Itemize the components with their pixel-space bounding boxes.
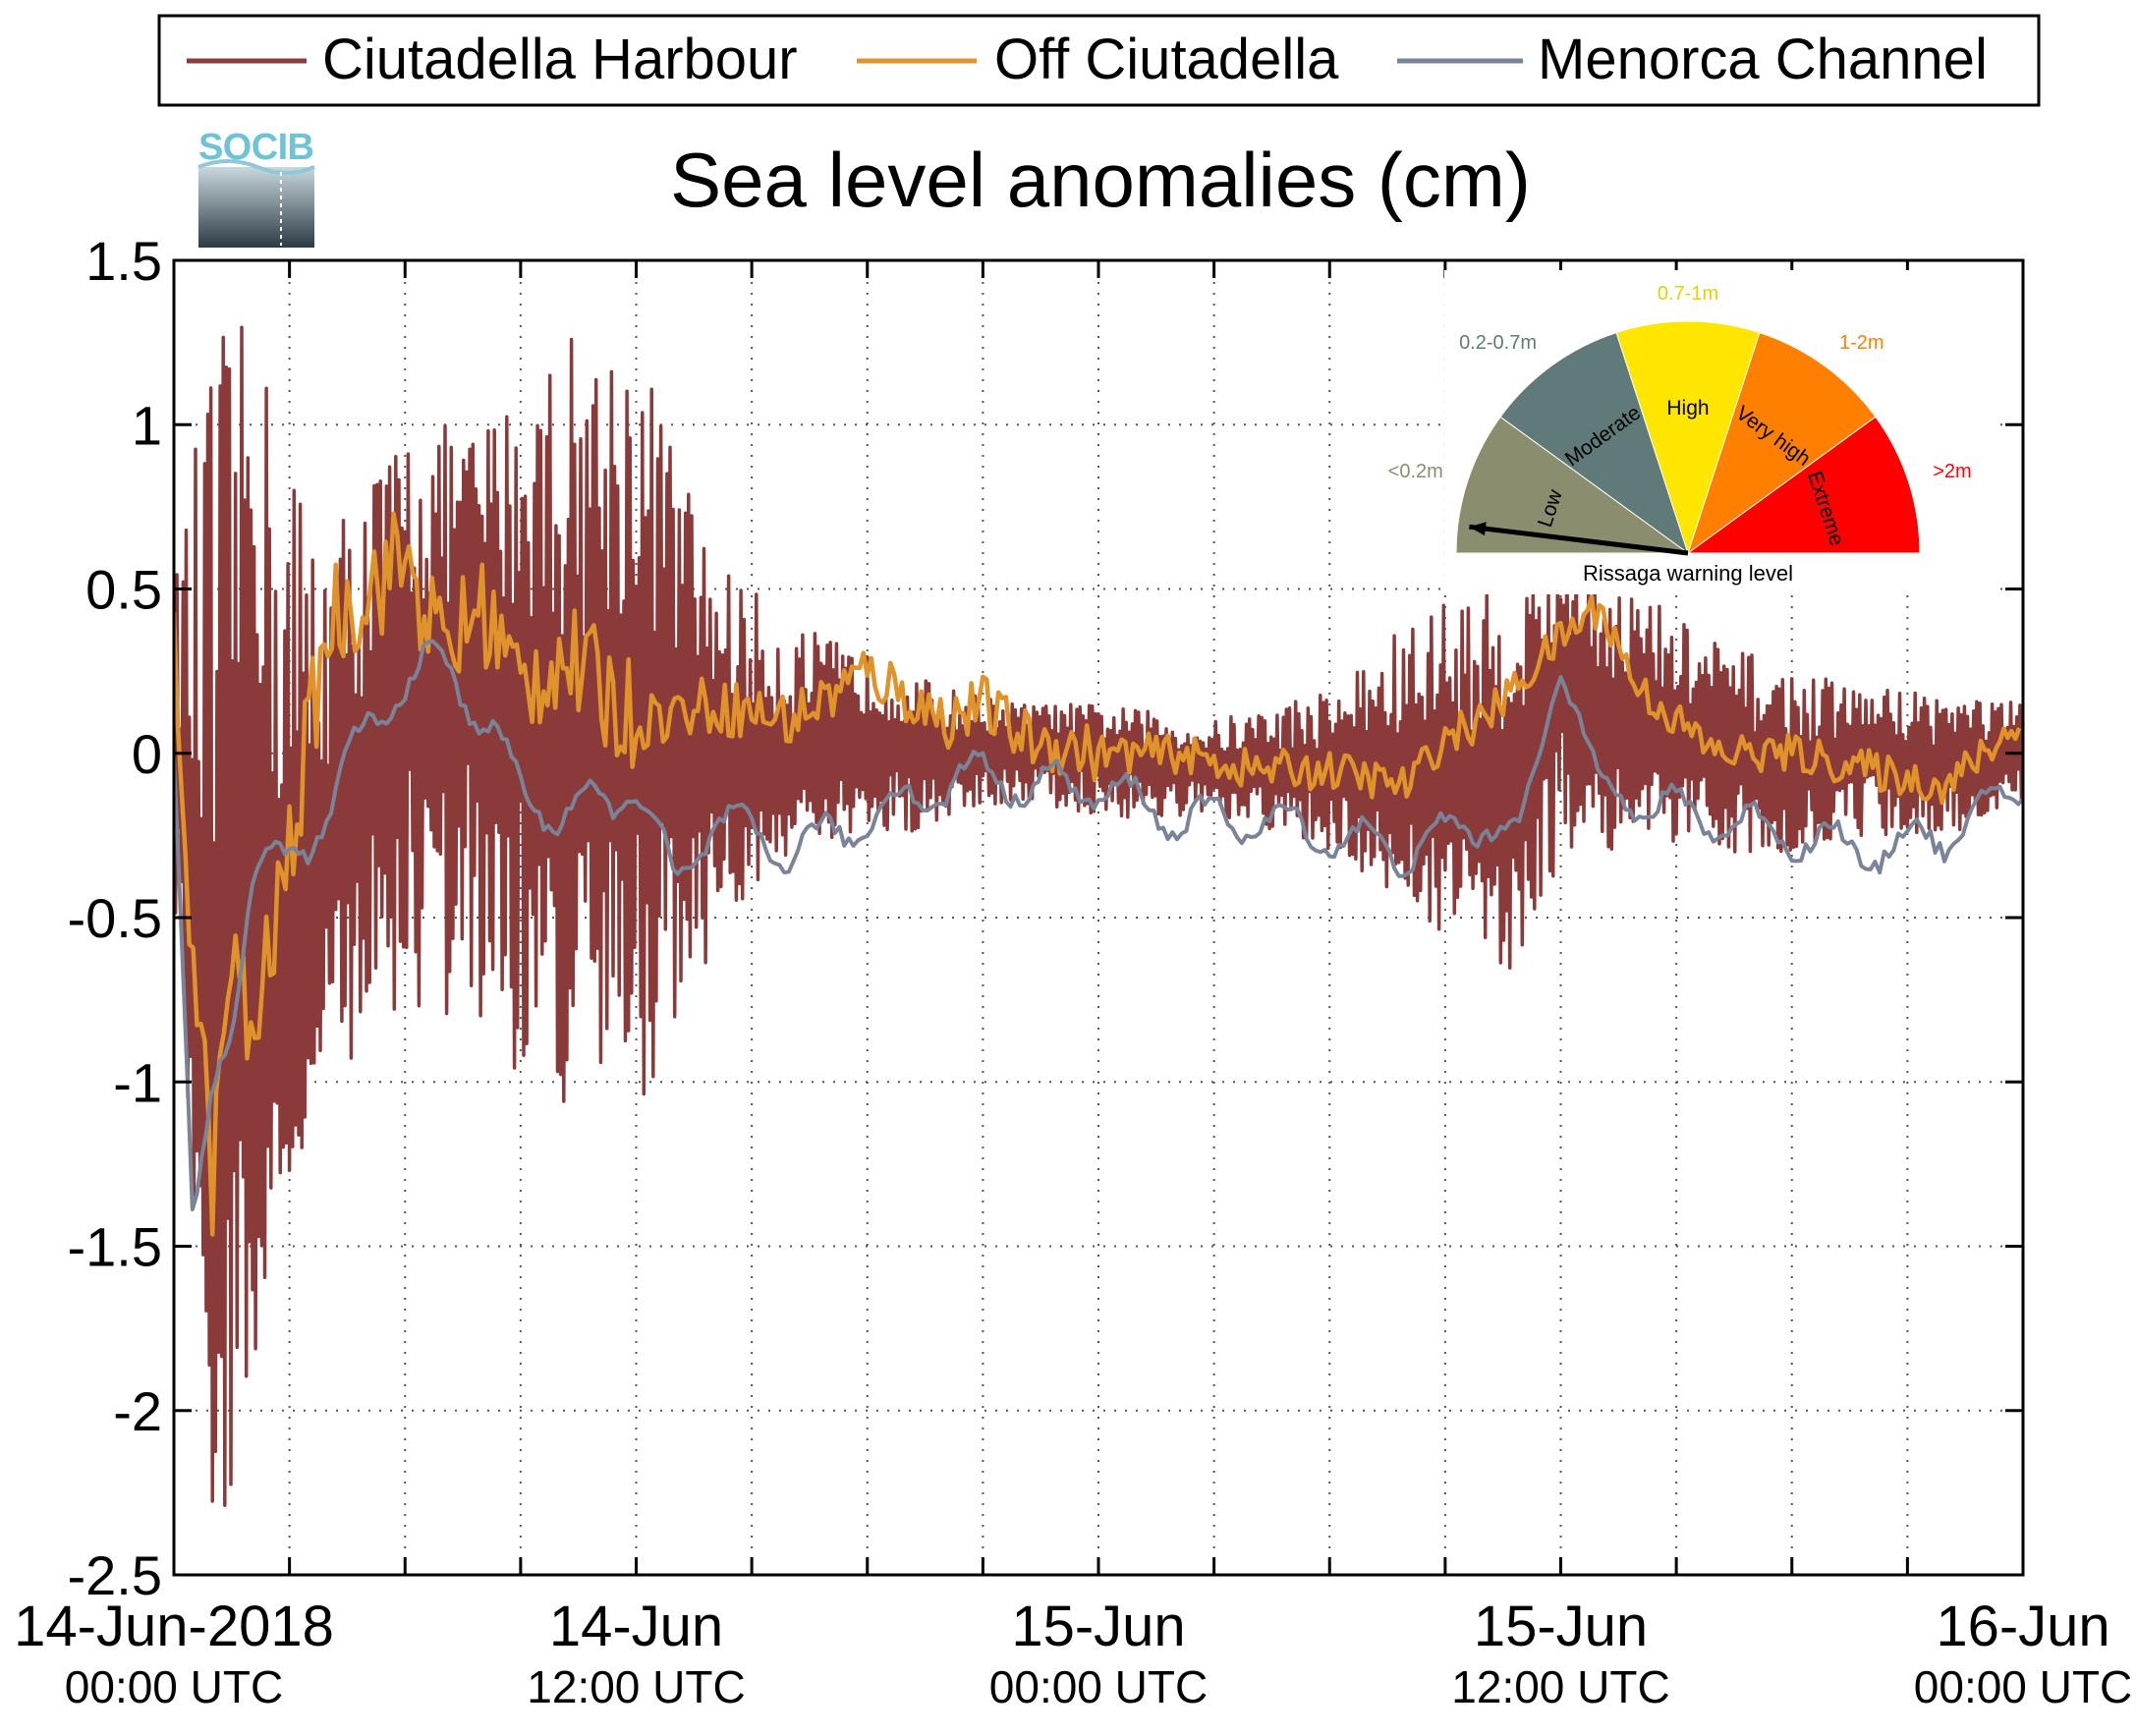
y-tick-label: -1.5	[68, 1216, 163, 1278]
x-tick-label-date: 16-Jun	[1936, 1595, 2109, 1658]
gauge-segment-high	[1615, 320, 1761, 555]
y-tick-label: -2	[113, 1380, 162, 1442]
y-tick-label: -0.5	[68, 887, 163, 949]
y-tick-label: 1.5	[85, 230, 162, 292]
logo-text: SOCIB	[198, 127, 314, 168]
x-tick-label-time: 12:00 UTC	[1451, 1661, 1669, 1712]
legend-label-ciutadella-harbour: Ciutadella Harbour	[322, 28, 798, 91]
x-tick-label-time: 00:00 UTC	[65, 1661, 283, 1712]
socib-logo: SOCIB	[197, 127, 315, 248]
series-layer	[174, 325, 2023, 1508]
series-line-ciutadella-harbour	[174, 325, 2023, 1508]
x-tick-label-date: 14-Jun	[549, 1595, 723, 1658]
y-tick-label: 0	[132, 723, 162, 785]
x-tick-label-date: 14-Jun-2018	[14, 1595, 334, 1658]
gauge-range-low: <0.2m	[1388, 461, 1443, 482]
y-tick-label: -1	[113, 1051, 162, 1113]
x-tick-label-time: 12:00 UTC	[527, 1661, 745, 1712]
series-line-off-ciutadella	[174, 511, 2022, 1237]
gauge-range-high: 0.7-1m	[1658, 283, 1718, 305]
gauge-range-extreme: >2m	[1933, 461, 1971, 482]
y-tick-label: -2.5	[68, 1544, 163, 1606]
series-line-menorca-channel	[174, 639, 2023, 1211]
y-axis: 1.5 1 0.5 0 -0.5 -1 -1.5 -2 -2.5	[68, 230, 2023, 1606]
chart-title: Sea level anomalies (cm)	[670, 137, 1531, 223]
gauge-range-moderate: 0.2-0.7m	[1459, 332, 1537, 354]
gauge-segment-low	[1455, 416, 1690, 554]
gauge-segment-very-high	[1687, 331, 1877, 555]
legend: Ciutadella Harbour Off Ciutadella Menorc…	[157, 14, 2041, 107]
gauge-pointer-head	[1469, 522, 1487, 536]
gauge-range-very-high: 1-2m	[1839, 332, 1884, 354]
legend-label-menorca-channel: Menorca Channel	[1538, 28, 1988, 91]
x-tick-label-date: 15-Jun	[1011, 1595, 1185, 1658]
gauge-label-high: High	[1666, 397, 1709, 420]
x-tick-label-time: 00:00 UTC	[1914, 1661, 2132, 1712]
logo-wave-line	[197, 159, 315, 175]
x-tick-label-date: 15-Jun	[1474, 1595, 1648, 1658]
legend-label-off-ciutadella: Off Ciutadella	[994, 28, 1339, 91]
gauge-segment-extreme	[1686, 416, 1921, 554]
gauge-pointer	[1469, 524, 1689, 556]
legend-box	[157, 14, 2041, 107]
gauge-title: Rissaga warning level	[1583, 561, 1793, 586]
y-tick-label: 0.5	[85, 559, 162, 621]
x-tick-label-time: 00:00 UTC	[989, 1661, 1208, 1712]
gauge-segment-moderate	[1499, 331, 1689, 555]
logo-wave-block	[198, 167, 314, 248]
y-tick-label: 1	[132, 394, 162, 456]
